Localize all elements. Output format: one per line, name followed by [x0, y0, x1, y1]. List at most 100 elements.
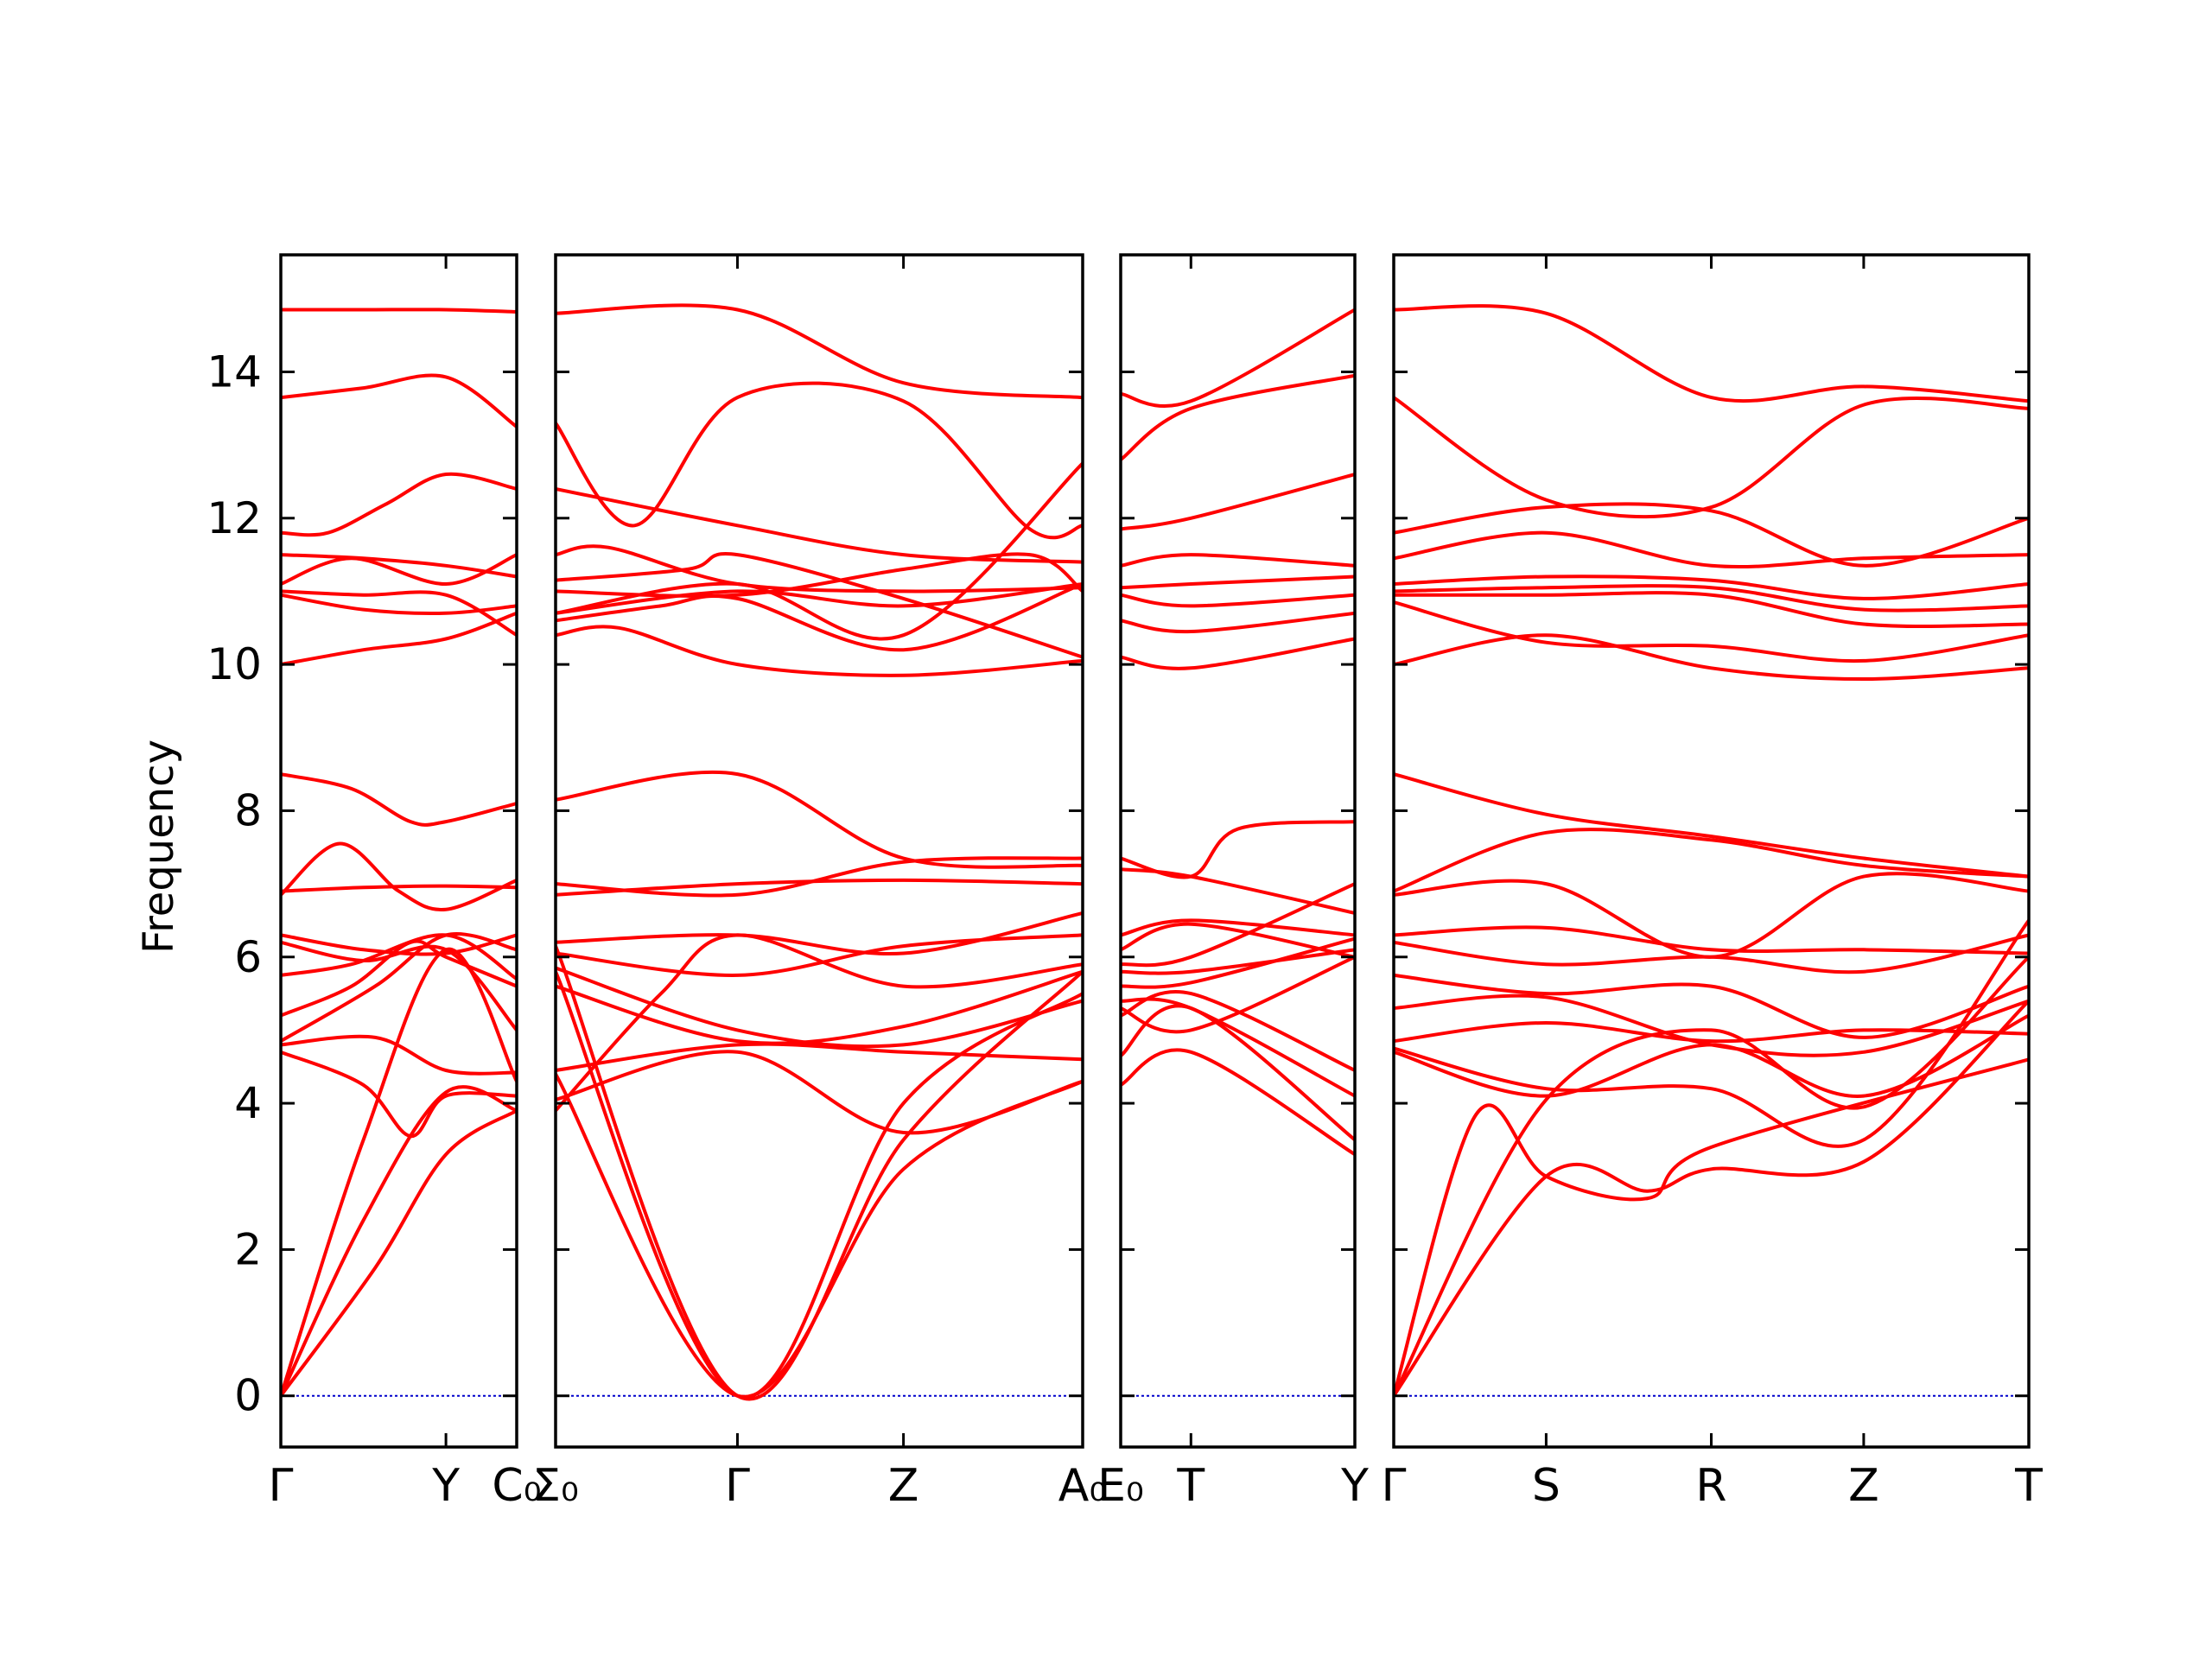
band-line-10 — [556, 461, 1083, 641]
band-line-3 — [1121, 473, 1355, 531]
x-tick-label: E₀ — [1097, 1460, 1144, 1512]
band-line-9 — [281, 772, 517, 827]
band-line-13 — [281, 940, 517, 1032]
band-line-18 — [556, 1042, 1083, 1072]
band-line-5 — [1394, 574, 2029, 600]
band-line-14 — [556, 911, 1083, 956]
band-line-11 — [556, 770, 1083, 869]
band-line-5 — [281, 553, 517, 587]
band-line-8 — [1394, 600, 2029, 663]
x-tick-label: A₀ — [1058, 1460, 1107, 1512]
band-line-15 — [556, 933, 1083, 977]
band-panel-3: E₀ T Y — [1097, 253, 1369, 1512]
band-line-9 — [1394, 633, 2029, 681]
band-panel-1: 0 2 4 6 8 10 12 14 Γ Y C₀ — [207, 253, 542, 1512]
y-tick-label: 14 — [207, 346, 262, 397]
band-line-19 — [556, 1050, 1083, 1135]
band-line-11 — [281, 884, 517, 893]
band-line-7 — [281, 593, 517, 616]
band-line-16 — [556, 966, 1083, 1049]
band-curves — [1121, 308, 1355, 1157]
band-line-3 — [556, 486, 1083, 564]
band-line-10 — [1394, 772, 2029, 879]
y-tick-label: 10 — [207, 639, 262, 689]
band-line-12 — [1121, 922, 1355, 959]
band-line-16 — [1121, 955, 1355, 1034]
band-curves — [281, 308, 517, 1398]
x-tick-label: S — [1532, 1460, 1560, 1512]
x-tick-label: Γ — [269, 1460, 294, 1512]
band-line-13 — [556, 878, 1083, 897]
band-line-8 — [1121, 637, 1355, 670]
x-tick-label: C₀ — [492, 1460, 541, 1512]
x-tick-label: T — [2014, 1460, 2043, 1512]
band-line-1 — [281, 308, 517, 314]
band-line-13 — [1394, 925, 2029, 955]
band-line-1 — [556, 303, 1083, 400]
band-line-14 — [1394, 933, 2029, 974]
band-line-17 — [1394, 1021, 2029, 1044]
band-line-2 — [556, 381, 1083, 540]
band-line-9 — [556, 625, 1083, 677]
band-line-12 — [1394, 872, 2029, 959]
band-panel-2: Σ₀ Γ Z A₀ — [532, 253, 1107, 1512]
band-line-6 — [1394, 584, 2029, 613]
x-tick-label: Z — [1848, 1460, 1879, 1512]
band-line-7 — [556, 582, 1083, 615]
band-line-4 — [1394, 530, 2029, 569]
band-line-4 — [1121, 553, 1355, 568]
band-line-20 — [556, 933, 1083, 1113]
band-line-17 — [1121, 990, 1355, 1072]
panel-frame — [554, 253, 1084, 1449]
band-line-12 — [281, 933, 517, 956]
band-line-23 — [556, 1072, 1083, 1399]
band-line-17 — [281, 1034, 517, 1076]
band-line-2 — [281, 373, 517, 428]
band-curves — [556, 303, 1083, 1401]
band-line-21 — [281, 1108, 517, 1398]
band-line-11 — [1394, 828, 2029, 893]
band-line-19 — [281, 947, 517, 1398]
band-line-13 — [1121, 882, 1355, 968]
y-tick-label: 4 — [234, 1078, 262, 1128]
band-line-15 — [1394, 973, 2029, 1039]
y-axis-label: Frequency — [135, 739, 183, 954]
band-line-6 — [556, 552, 1083, 598]
band-line-1 — [1121, 308, 1355, 408]
y-tick-label: 0 — [234, 1371, 262, 1421]
band-line-6 — [281, 589, 517, 638]
band-line-22 — [1394, 955, 2029, 1398]
band-line-8 — [281, 611, 517, 667]
band-line-20 — [1121, 997, 1355, 1098]
y-tick-label: 12 — [207, 493, 262, 543]
band-line-2 — [1394, 396, 2029, 519]
band-line-17 — [556, 969, 1083, 1045]
band-line-20 — [1394, 1057, 2029, 1398]
band-line-7 — [1121, 611, 1355, 634]
panel-frame — [1119, 253, 1357, 1449]
band-line-20 — [281, 1085, 517, 1398]
x-tick-label: Y — [431, 1460, 460, 1512]
y-tick-label: 6 — [234, 932, 262, 982]
band-line-6 — [1121, 593, 1355, 608]
band-line-1 — [1394, 304, 2029, 403]
band-line-14 — [1121, 948, 1355, 975]
band-line-18 — [281, 1050, 517, 1139]
y-tick-label: 2 — [234, 1224, 262, 1274]
band-line-10 — [281, 841, 517, 911]
band-line-9 — [1121, 820, 1355, 879]
band-line-19 — [1121, 1048, 1355, 1157]
x-tick-label: T — [1176, 1460, 1205, 1512]
band-line-3 — [281, 472, 517, 537]
band-line-12 — [556, 856, 1083, 898]
y-tick-label: 8 — [234, 785, 262, 835]
band-line-21 — [556, 944, 1083, 1401]
x-tick-label: Σ₀ — [532, 1460, 579, 1512]
band-line-8 — [556, 582, 1083, 652]
band-line-21 — [1394, 999, 2029, 1398]
x-tick-label: Y — [1340, 1460, 1369, 1512]
band-line-10 — [1121, 867, 1355, 915]
